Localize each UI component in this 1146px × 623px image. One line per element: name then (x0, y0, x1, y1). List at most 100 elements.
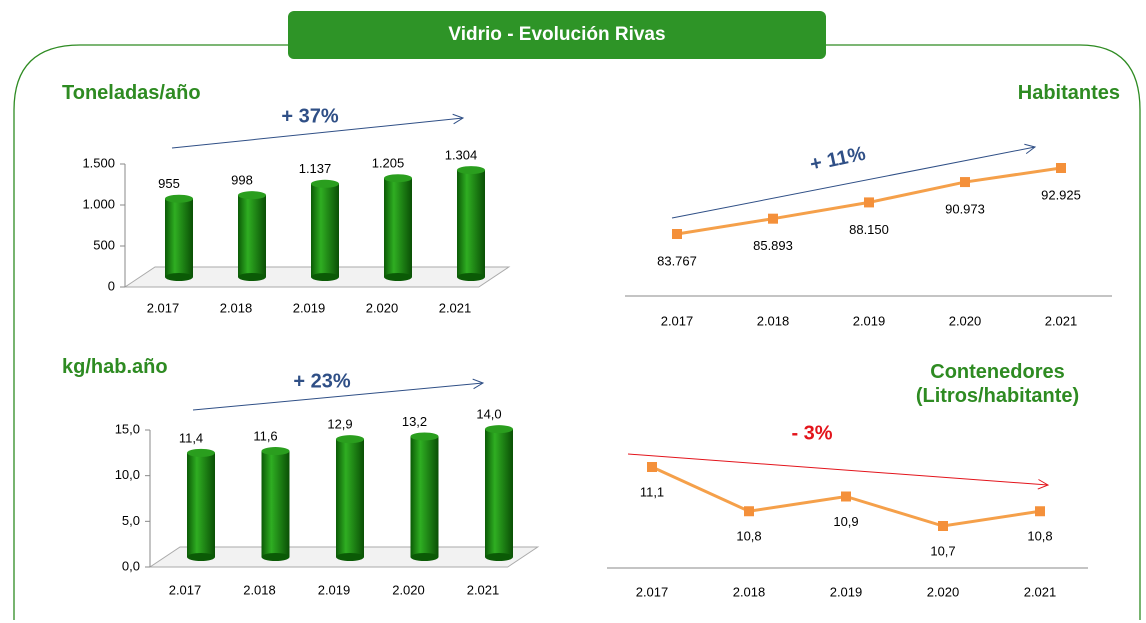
x-tick-label: 2.019 (293, 300, 326, 315)
value-label: 92.925 (1041, 187, 1081, 202)
chart-title: Habitantes (1017, 82, 1120, 104)
bar-base (485, 553, 513, 561)
annotation: + 11% (808, 143, 868, 176)
bar-top (165, 194, 193, 203)
value-label: 11,6 (253, 428, 277, 443)
value-label: 11,4 (179, 430, 203, 445)
bar-base (384, 273, 412, 281)
bar-top (384, 174, 412, 183)
chart-title: Contenedores (Litros/habitante) (915, 361, 1080, 407)
value-label: 14,0 (476, 407, 501, 422)
arrow-head (472, 378, 485, 390)
x-tick-label: 2.017 (147, 300, 180, 315)
value-label: 90.973 (945, 202, 985, 217)
bar-top (457, 166, 485, 175)
bar-top (187, 448, 215, 457)
bar (336, 439, 364, 557)
value-label: 83.767 (657, 253, 697, 268)
value-label: 10,8 (1027, 529, 1052, 544)
marker (768, 213, 778, 224)
value-label: 10,8 (736, 529, 761, 544)
bar-top (336, 435, 364, 444)
x-tick-label: 2.019 (830, 584, 863, 599)
y-tick-label: 5,0 (122, 513, 140, 528)
arrow-head (1037, 479, 1050, 490)
value-label: 998 (231, 173, 253, 188)
bar-top (485, 425, 513, 434)
value-label: 88.150 (849, 222, 889, 237)
x-tick-label: 2.019 (853, 313, 886, 328)
value-label: 1.304 (445, 148, 478, 163)
x-tick-label: 2.018 (243, 582, 276, 597)
x-tick-label: 2.019 (318, 582, 351, 597)
bar-top (410, 432, 439, 441)
bar (457, 170, 485, 277)
annotation: + 23% (293, 370, 350, 392)
x-tick-label: 2.021 (467, 582, 500, 597)
y-tick-label: 1.000 (82, 196, 115, 211)
value-label: 85.893 (753, 238, 793, 253)
x-tick-label: 2.018 (757, 313, 790, 328)
arrow-head (452, 113, 465, 125)
x-tick-label: 2.018 (220, 300, 253, 315)
x-tick-label: 2.021 (1024, 584, 1057, 599)
value-label: 13,2 (402, 414, 427, 429)
bar-base (311, 273, 339, 281)
bar-base (238, 273, 266, 281)
bar (261, 451, 290, 557)
bar-base (410, 553, 439, 561)
marker (672, 229, 682, 239)
bar-base (187, 553, 215, 561)
value-label: 1.137 (299, 161, 332, 176)
y-tick-label: 1.500 (82, 155, 115, 170)
main-title: Vidrio - Evolución Rivas (288, 11, 826, 59)
y-tick-label: 500 (93, 237, 115, 252)
value-label: 11,1 (640, 484, 664, 499)
bar (238, 195, 266, 277)
x-tick-label: 2.020 (366, 300, 399, 315)
trend-arrow (671, 146, 1036, 219)
trend-arrow (192, 382, 484, 411)
bar (485, 429, 513, 557)
marker (938, 521, 948, 531)
value-label: 955 (158, 176, 180, 191)
bar-base (165, 273, 193, 281)
bar (311, 183, 339, 277)
bar-base (457, 273, 485, 281)
bar (187, 452, 215, 557)
chart-title: kg/hab.año (62, 356, 168, 378)
x-tick-label: 2.021 (439, 300, 472, 315)
marker (744, 506, 754, 517)
marker (960, 177, 970, 188)
x-tick-label: 2.017 (169, 582, 202, 597)
x-tick-label: 2.020 (392, 582, 425, 597)
value-label: 10,9 (833, 514, 858, 529)
bar-top (261, 447, 290, 456)
x-tick-label: 2.020 (927, 584, 960, 599)
marker (1035, 506, 1045, 517)
y-tick-label: 0,0 (122, 558, 140, 573)
y-tick-label: 10,0 (115, 467, 140, 482)
bar (410, 436, 439, 557)
y-tick-label: 0 (108, 278, 115, 293)
frame (13, 44, 1141, 620)
value-label: 12,9 (327, 417, 352, 432)
arrow-head (1024, 143, 1037, 154)
value-label: 1.205 (372, 156, 405, 171)
x-tick-label: 2.020 (949, 313, 982, 328)
x-tick-label: 2.021 (1045, 313, 1078, 328)
bar (384, 178, 412, 277)
bar-top (238, 191, 266, 200)
marker (647, 462, 657, 472)
annotation: + 37% (281, 105, 338, 127)
x-tick-label: 2.017 (636, 584, 669, 599)
bar-base (261, 553, 290, 561)
trend-arrow (627, 453, 1049, 486)
trend-arrow (171, 117, 464, 149)
y-tick-label: 15,0 (115, 421, 140, 436)
marker (841, 491, 851, 502)
chart-title: Toneladas/año (62, 82, 201, 104)
bar (165, 198, 193, 277)
